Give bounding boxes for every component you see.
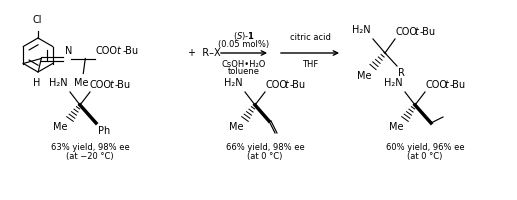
Text: +  R–X: + R–X bbox=[188, 48, 221, 58]
Text: citric acid: citric acid bbox=[290, 33, 330, 42]
Text: $t$: $t$ bbox=[414, 25, 420, 37]
Text: -Bu: -Bu bbox=[115, 80, 131, 90]
Text: toluene: toluene bbox=[228, 67, 260, 76]
Text: COO: COO bbox=[425, 80, 447, 90]
Text: R: R bbox=[398, 68, 405, 78]
Text: (at −20 °C): (at −20 °C) bbox=[66, 152, 114, 161]
Text: H₂N: H₂N bbox=[384, 78, 403, 88]
Text: $t$: $t$ bbox=[109, 78, 115, 90]
Text: COO: COO bbox=[95, 46, 117, 56]
Text: H₂N: H₂N bbox=[353, 25, 371, 35]
Text: 63% yield, 98% ee: 63% yield, 98% ee bbox=[51, 143, 129, 152]
Text: H: H bbox=[33, 78, 40, 88]
Text: (at 0 °C): (at 0 °C) bbox=[407, 152, 443, 161]
Text: Ph: Ph bbox=[98, 126, 110, 136]
Text: Me: Me bbox=[357, 71, 371, 81]
Text: H₂N: H₂N bbox=[50, 78, 68, 88]
Text: Me: Me bbox=[388, 122, 403, 132]
Text: COO: COO bbox=[395, 27, 417, 37]
Text: -Bu: -Bu bbox=[420, 27, 436, 37]
Text: (at 0 °C): (at 0 °C) bbox=[247, 152, 283, 161]
Text: 60% yield, 96% ee: 60% yield, 96% ee bbox=[386, 143, 464, 152]
Text: $t$: $t$ bbox=[116, 45, 123, 56]
Text: 66% yield, 98% ee: 66% yield, 98% ee bbox=[225, 143, 305, 152]
Text: Me: Me bbox=[53, 122, 68, 132]
Text: THF: THF bbox=[302, 60, 318, 69]
Text: -Bu: -Bu bbox=[123, 46, 139, 56]
Text: ($S$)-$\mathbf{1}$: ($S$)-$\mathbf{1}$ bbox=[233, 30, 255, 42]
Text: -Bu: -Bu bbox=[450, 80, 466, 90]
Text: CsOH•H₂O: CsOH•H₂O bbox=[222, 60, 266, 69]
Text: Cl: Cl bbox=[32, 15, 42, 25]
Text: $t$: $t$ bbox=[444, 78, 450, 90]
Text: N: N bbox=[65, 46, 73, 56]
Text: COO: COO bbox=[265, 80, 287, 90]
Text: -Bu: -Bu bbox=[290, 80, 306, 90]
Text: (0.05 mol%): (0.05 mol%) bbox=[219, 40, 269, 49]
Text: H₂N: H₂N bbox=[224, 78, 243, 88]
Text: Me: Me bbox=[229, 122, 243, 132]
Text: Me: Me bbox=[74, 77, 88, 88]
Text: COO: COO bbox=[90, 80, 112, 90]
Text: $t$: $t$ bbox=[284, 78, 290, 90]
